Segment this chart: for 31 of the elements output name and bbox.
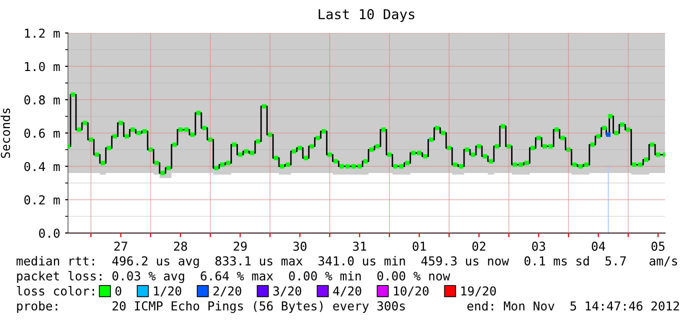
x-tick-label: 30 (293, 242, 306, 251)
x-tick-label: 04 (592, 242, 606, 251)
legend-label: 19/20 (461, 286, 496, 297)
y-tick-label: 0.0 (39, 228, 60, 238)
text: median rtt: 496.2 us avg 833.1 us max 341.0 us min 459.3 us now 0.1 ms sd 5.7 am/s (16, 256, 678, 268)
x-tick-label: 31 (353, 242, 366, 251)
y-tick-label: 0.8 m (24, 95, 60, 105)
x-tick-label: 27 (114, 242, 128, 251)
legend-label: 4/20 (333, 286, 362, 297)
y-tick-label: 0.2 m (24, 195, 60, 205)
legend-label: 10/20 (394, 286, 429, 297)
y-tick-label: 1.0 m (25, 62, 60, 72)
legend-label: 3/20 (273, 286, 302, 297)
x-tick-label: 28 (174, 242, 188, 251)
legend-label: 1/20 (154, 286, 182, 297)
text: end: Mon Nov 5 14:47:46 2012 (467, 301, 679, 311)
x-tick-label: 05 (652, 242, 664, 251)
y-tick-label: 0.6 m (24, 128, 60, 138)
x-tick-label: 02 (472, 242, 486, 251)
text: probe: 20 ICMP Echo Pings (56 Bytes) every 300s (17, 301, 405, 313)
text: loss color: (16, 286, 94, 296)
x-tick-label: 29 (234, 242, 247, 251)
x-tick-label: 01 (412, 242, 426, 251)
y-axis-title: Seconds (0, 108, 10, 158)
y-tick-label: 1.2 m (25, 28, 60, 38)
y-tick-label: 0.4 m (24, 162, 60, 172)
chart-title: Last 10 Days (318, 9, 414, 22)
legend-label: 0 (115, 286, 122, 296)
text: packet loss: 0.03 % avg 6.64 % max 0.00 % min 0.00 % now (17, 271, 450, 283)
x-tick-label: 03 (532, 242, 546, 251)
legend-label: 2/20 (213, 286, 242, 297)
